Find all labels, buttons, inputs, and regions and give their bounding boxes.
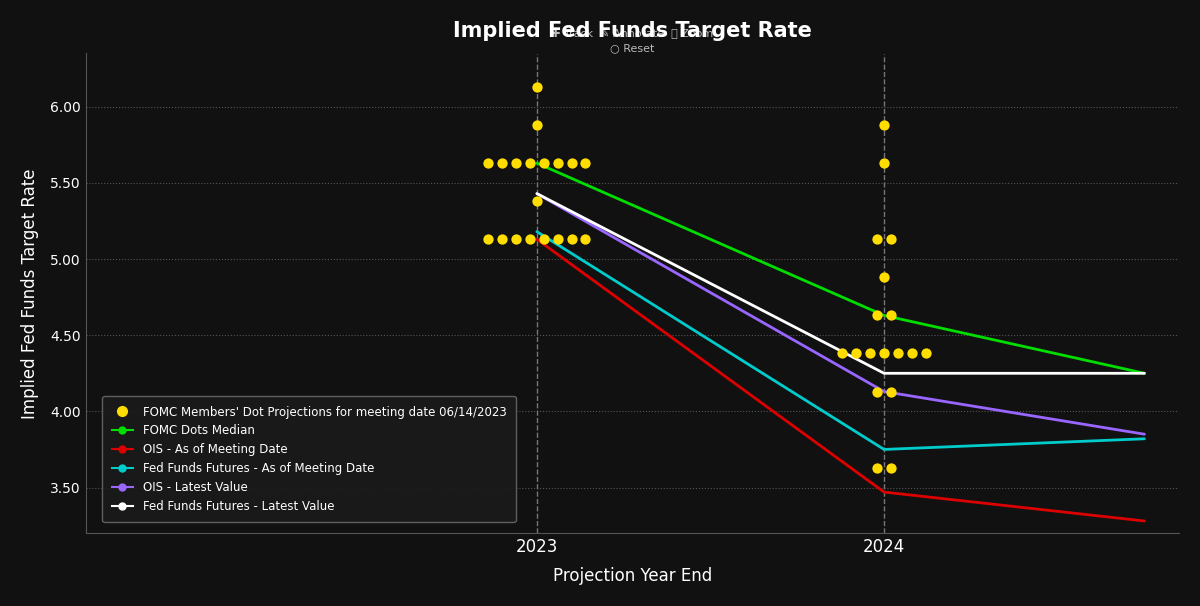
Point	[521, 158, 540, 168]
Point	[527, 196, 546, 206]
Point	[506, 235, 526, 244]
Point	[882, 235, 901, 244]
Point	[875, 348, 894, 358]
Point	[521, 235, 540, 244]
Point	[902, 348, 922, 358]
Point	[479, 235, 498, 244]
Text: ✚ Track  ✎ Annotate  🔍 Zoom: ✚ Track ✎ Annotate 🔍 Zoom	[551, 29, 714, 39]
Legend: FOMC Members' Dot Projections for meeting date 06/14/2023, FOMC Dots Median, OIS: FOMC Members' Dot Projections for meetin…	[102, 396, 516, 522]
Point	[888, 348, 907, 358]
Point	[479, 158, 498, 168]
Point	[534, 235, 553, 244]
Point	[875, 120, 894, 130]
Point	[562, 158, 581, 168]
Point	[527, 82, 546, 92]
Point	[548, 158, 568, 168]
Point	[868, 387, 887, 396]
Point	[916, 348, 935, 358]
Point	[833, 348, 852, 358]
Point	[534, 158, 553, 168]
Point	[562, 235, 581, 244]
Point	[492, 235, 511, 244]
Point	[868, 235, 887, 244]
Text: ○ Reset: ○ Reset	[610, 44, 654, 53]
Point	[882, 463, 901, 473]
Point	[875, 158, 894, 168]
Point	[868, 463, 887, 473]
Point	[492, 158, 511, 168]
Y-axis label: Implied Fed Funds Target Rate: Implied Fed Funds Target Rate	[20, 168, 38, 419]
Title: Implied Fed Funds Target Rate: Implied Fed Funds Target Rate	[452, 21, 811, 41]
Point	[882, 387, 901, 396]
Point	[527, 120, 546, 130]
Point	[860, 348, 880, 358]
Point	[875, 273, 894, 282]
Point	[882, 311, 901, 321]
Point	[868, 311, 887, 321]
Point	[548, 235, 568, 244]
Point	[576, 158, 595, 168]
X-axis label: Projection Year End: Projection Year End	[553, 567, 712, 585]
Point	[847, 348, 866, 358]
Point	[576, 235, 595, 244]
Point	[506, 158, 526, 168]
